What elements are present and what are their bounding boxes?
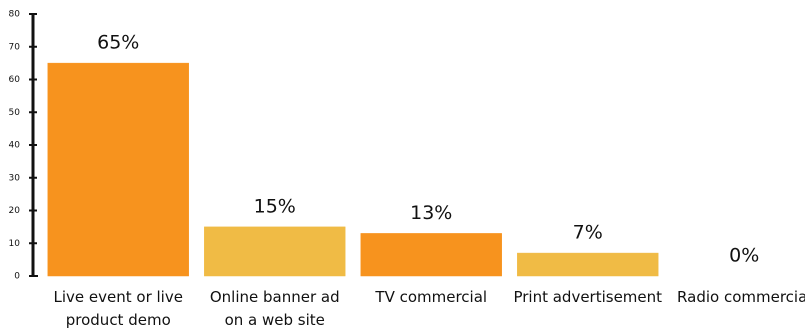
y-tick-label: 10: [9, 239, 21, 249]
value-label: 15%: [254, 195, 296, 217]
y-tick-label: 50: [9, 108, 21, 118]
value-label: 0%: [729, 245, 759, 267]
x-tick-label: Print advertisement: [513, 288, 663, 306]
x-tick-label: Radio commercial: [677, 288, 805, 306]
x-tick-label: TV commercial: [375, 288, 488, 306]
y-tick-label: 80: [9, 10, 21, 20]
y-tick-label: 70: [9, 42, 21, 52]
value-label: 13%: [410, 202, 452, 224]
bar: [47, 62, 189, 277]
y-tick-label: 60: [9, 75, 21, 85]
y-tick-label: 0: [14, 272, 20, 282]
y-tick-label: 30: [9, 173, 21, 183]
value-label: 65%: [97, 32, 139, 54]
y-tick-label: 40: [9, 141, 21, 151]
x-tick-label: Online banner ad on a web site: [209, 288, 340, 329]
x-tick-label: Live event or live product demo: [53, 288, 183, 329]
bar: [204, 226, 346, 277]
y-tick-label: 20: [9, 206, 21, 216]
bar: [517, 252, 659, 277]
bar: [360, 233, 502, 277]
value-label: 7%: [573, 222, 603, 244]
